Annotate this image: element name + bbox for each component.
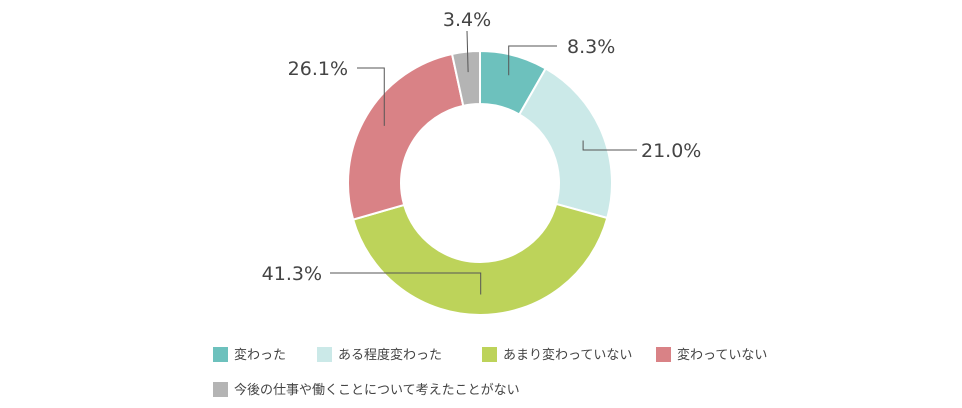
legend-label-3: あまり変わっていない xyxy=(503,347,632,363)
legend-swatch-2 xyxy=(317,347,332,362)
donut-slice-2 xyxy=(517,67,613,220)
data-label-2: 21.0% xyxy=(641,140,701,162)
legend-label-4: 変わっていない xyxy=(677,347,767,363)
donut-slice-4 xyxy=(347,52,465,221)
legend: 変わった ある程度変わった あまり変わっていない 変わっていない今後の仕事や働くことに… xyxy=(213,347,767,398)
leader-line-5 xyxy=(466,30,469,73)
data-label-3: 41.3% xyxy=(262,263,322,285)
leader-line-2 xyxy=(582,140,637,151)
legend-swatch-1 xyxy=(213,347,228,362)
leader-lines xyxy=(330,30,637,295)
leader-line-3 xyxy=(330,272,482,295)
legend-swatch-4 xyxy=(656,347,671,362)
donut-slices xyxy=(347,49,613,316)
legend-label-5: 今後の仕事や働くことについて考えたことがない xyxy=(234,382,520,398)
donut-slice-3 xyxy=(351,202,609,316)
data-label-5: 3.4% xyxy=(443,9,491,31)
legend-swatch-3 xyxy=(482,347,497,362)
legend-label-2: ある程度変わった xyxy=(338,347,442,363)
donut-slice-5 xyxy=(450,49,481,107)
legend-swatch-5 xyxy=(213,382,228,397)
data-labels: 8.3% 21.0% 41.3% 26.1% 3.4% xyxy=(262,9,702,285)
leader-line-4 xyxy=(357,67,385,126)
leader-line-1 xyxy=(508,45,557,76)
data-label-4: 26.1% xyxy=(288,58,348,80)
data-label-1: 8.3% xyxy=(567,36,615,58)
legend-label-1: 変わった xyxy=(234,347,286,363)
